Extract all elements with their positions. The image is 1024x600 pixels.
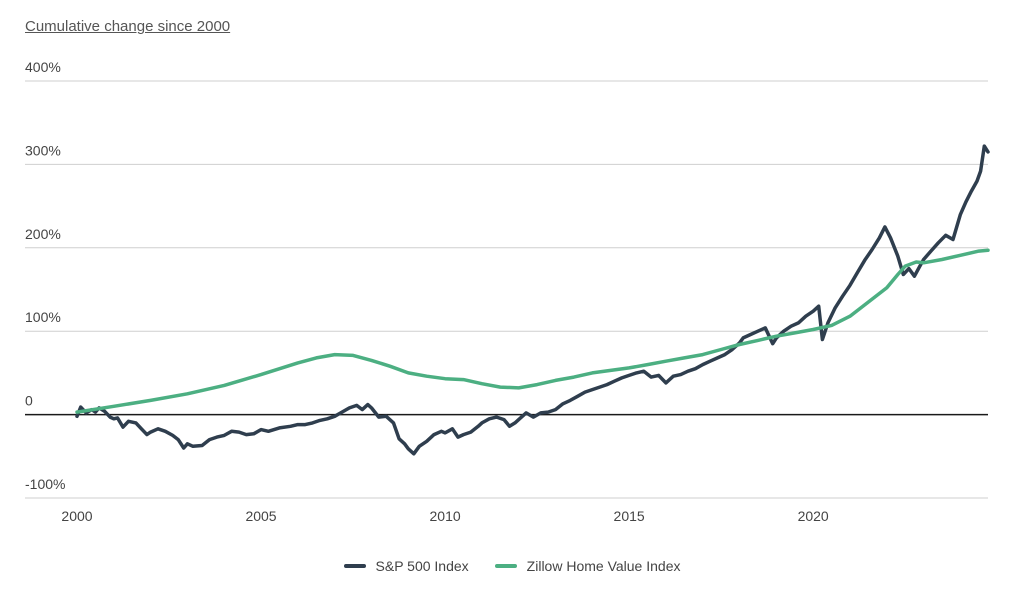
y-tick-label: 100% — [25, 309, 61, 325]
legend-swatch-zillow — [494, 564, 517, 568]
x-axis-labels: 2000 2005 2010 2015 2020 — [61, 508, 829, 524]
legend-swatch-sp500 — [343, 564, 366, 568]
legend: S&P 500 Index Zillow Home Value Index — [0, 558, 1024, 574]
y-tick-label: 400% — [25, 59, 61, 75]
legend-label-zillow: Zillow Home Value Index — [526, 558, 681, 574]
series-line-zillow — [75, 248, 990, 414]
y-tick-label: 0 — [25, 393, 33, 409]
x-tick-label: 2000 — [61, 508, 92, 524]
series-line-sp500 — [75, 144, 990, 456]
grid-lines — [25, 80, 988, 499]
legend-label-sp500: S&P 500 Index — [375, 558, 469, 574]
y-tick-label: 300% — [25, 142, 61, 158]
x-tick-label: 2020 — [798, 508, 829, 524]
legend-item-zillow: Zillow Home Value Index — [494, 558, 681, 574]
x-tick-label: 2010 — [430, 508, 461, 524]
y-axis-labels: -100% 0 100% 200% 300% 400% — [25, 59, 65, 492]
legend-item-sp500: S&P 500 Index — [343, 558, 469, 574]
x-tick-label: 2005 — [245, 508, 276, 524]
y-tick-label: -100% — [25, 476, 65, 492]
y-tick-label: 200% — [25, 226, 61, 242]
series-lines — [75, 144, 990, 456]
chart-subtitle: Cumulative change since 2000 — [25, 18, 231, 35]
x-tick-label: 2015 — [614, 508, 645, 524]
